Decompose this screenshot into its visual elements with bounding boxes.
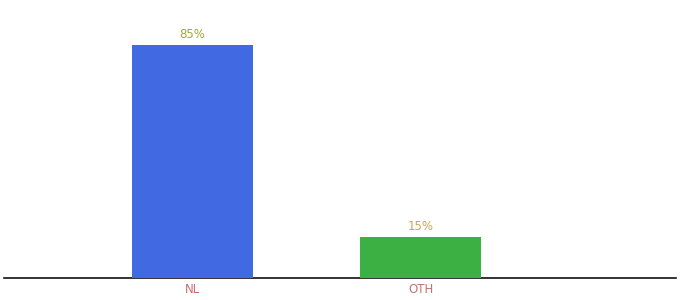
- Bar: [132, 45, 253, 278]
- Bar: [360, 237, 481, 278]
- Text: 85%: 85%: [180, 28, 205, 41]
- Text: 15%: 15%: [407, 220, 434, 233]
